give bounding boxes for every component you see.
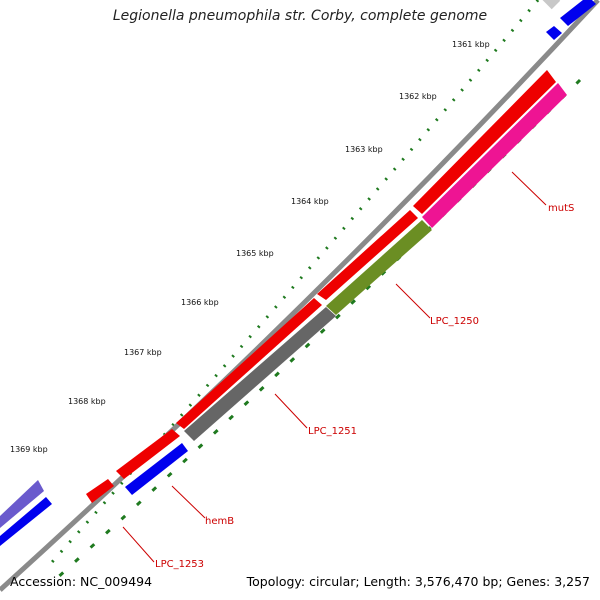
red-cds-feature [317,210,418,300]
tick-label-1367: 1367 kbp [124,348,162,357]
map-title: Legionella pneumophila str. Corby, compl… [112,8,488,24]
mutS-connector [511,171,547,206]
LPC_1250-connector [395,283,431,319]
tick-label-1364: 1364 kbp [291,197,329,206]
red-cds-feature [176,298,322,429]
blue-cds-feature [125,443,188,495]
olive-cds-feature [326,220,432,315]
tick-label-1365: 1365 kbp [236,249,274,258]
blue-cds-feature [546,26,562,40]
outer-tick-ring [43,0,540,571]
pink-cds-feature [422,83,567,228]
gray-cds-feature [541,0,561,10]
hemB-connector [171,485,206,519]
LPC_1253-connector [122,526,155,563]
tick-label-1368: 1368 kbp [68,397,106,406]
gene-label-LPC_1251: LPC_1251 [308,426,357,437]
red-cds-feature [413,70,556,214]
accession-text: Accession: NC_009494 [10,574,153,589]
gray-cds-feature [184,307,336,441]
LPC_1251-connector [274,393,308,429]
tick-label-1363: 1363 kbp [345,145,383,154]
red-cds-feature [86,479,114,503]
red-cds-feature [116,429,180,479]
summary-text: Topology: circular; Length: 3,576,470 bp… [246,574,590,589]
inner-tick-ring [53,78,582,582]
tick-label-1361: 1361 kbp [452,40,490,49]
gene-label-LPC_1253: LPC_1253 [155,559,204,570]
blue-cds-feature [560,0,596,26]
gene-label-mutS: mutS [548,203,574,214]
blue-cds-feature [0,497,52,546]
gene-label-LPC_1250: LPC_1250 [430,316,479,327]
tick-label-1362: 1362 kbp [399,92,437,101]
tick-label-1366: 1366 kbp [181,298,219,307]
purple-cds-feature [0,480,44,528]
gene-label-hemB: hemB [205,516,234,527]
tick-label-1369: 1369 kbp [10,445,48,454]
